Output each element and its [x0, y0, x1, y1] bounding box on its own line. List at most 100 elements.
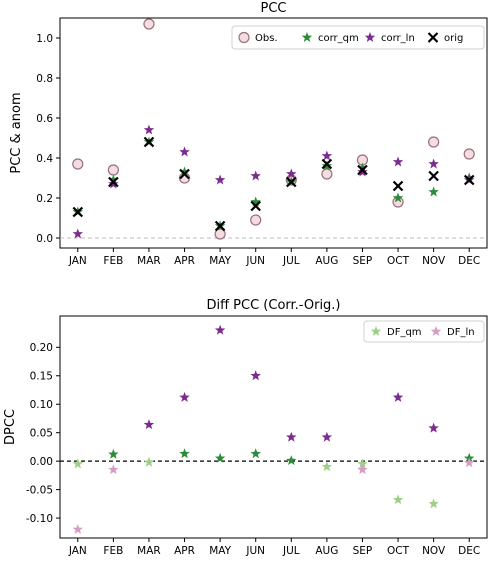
point-corr-ln-jul [286, 168, 297, 179]
y-tick-label: 0.2 [36, 193, 53, 205]
point-df-ln-nov [428, 422, 439, 433]
point-corr-ln-mar [143, 124, 155, 135]
point-df-ln-jun-shape [250, 370, 261, 381]
point-corr-ln-jan-shape [72, 228, 84, 239]
point-corr-ln-oct [392, 156, 404, 167]
chart-panel-1: PCC PCC & anom 0.0 0.2 0.4 0.6 0.8 1.0 JAN FEB MAR… [9, 1, 488, 267]
legend-marker-shape [370, 326, 382, 336]
point-df-qm-jun [250, 448, 261, 459]
point-df-ln-may [214, 324, 226, 335]
legend-marker-shape [301, 32, 313, 42]
y-tick-label: -0.10 [26, 513, 53, 525]
point-df-ln-dec [463, 457, 475, 468]
point-orig-dec [463, 174, 475, 186]
legend-item-orig: orig [427, 32, 463, 44]
legend: DF_qm DF_ln [370, 326, 475, 338]
legend-label: Obs. [255, 33, 278, 44]
y-tick-label: 0.15 [30, 371, 53, 383]
point-corr-qm-oct-shape [392, 192, 404, 203]
point-corr-qm-oct [392, 192, 404, 203]
legend-label: DF_qm [387, 327, 422, 338]
point-df-ln-mar [143, 419, 155, 430]
point-df-ln-oct [392, 391, 404, 402]
x-tick-label: AUG [315, 545, 338, 557]
legend-marker [301, 32, 313, 42]
point-df-qm-jun-shape [250, 448, 261, 459]
legend: Obs. corr_qm corr_ln orig [238, 31, 463, 44]
point-df-ln-oct-shape [392, 391, 404, 402]
point-df-qm-sep-shape [357, 458, 368, 469]
point-obs--mar [143, 18, 155, 30]
plot-area-frame [59, 315, 488, 539]
point-obs--nov [428, 136, 440, 148]
point-orig-may [214, 220, 226, 232]
legend-label: corr_ln [381, 33, 415, 44]
point-corr-qm-nov [428, 186, 439, 197]
legend-item-df-ln: DF_ln [430, 326, 475, 338]
plot-area-frame [59, 17, 488, 249]
point-obs--may-shape [214, 228, 226, 240]
point-orig-may-stroke-b [214, 220, 226, 232]
point-df-ln-feb [108, 464, 119, 475]
y-tick-label: 1.0 [36, 33, 53, 45]
y-tick-label: 0.6 [36, 113, 53, 125]
point-orig-mar [143, 136, 155, 148]
x-tick-label: MAR [137, 255, 161, 267]
point-df-qm-jul-shape [286, 455, 297, 466]
point-df-ln-mar-shape [143, 419, 155, 430]
legend-label: orig [444, 33, 463, 44]
legend-marker [238, 31, 250, 44]
x-tick-label: NOV [422, 545, 446, 557]
point-corr-qm-apr [179, 166, 190, 177]
x-tick-label: NOV [422, 255, 446, 267]
point-orig-jun [250, 200, 261, 212]
point-df-ln-dec-shape [463, 457, 475, 468]
point-df-qm-may-shape [214, 452, 226, 463]
point-df-ln-apr [179, 391, 190, 402]
legend-item-df-qm: DF_qm [370, 326, 422, 338]
point-df-qm-nov-shape [428, 498, 439, 509]
legend-box [363, 320, 485, 343]
point-corr-ln-oct-shape [392, 156, 404, 167]
point-orig-nov-stroke-b [428, 170, 439, 182]
legend-marker [364, 32, 376, 42]
point-df-ln-feb-shape [108, 464, 119, 475]
point-orig-mar-stroke-b [143, 136, 155, 148]
chart-title: Diff PCC (Corr.-Orig.) [206, 298, 340, 313]
point-obs--may [214, 228, 226, 240]
point-df-ln-jul-shape [286, 431, 297, 442]
point-df-ln-jan-shape [72, 523, 84, 534]
point-orig-aug-stroke-b [321, 158, 333, 170]
point-orig-dec-stroke-b [463, 174, 475, 186]
point-df-ln-jul [286, 431, 297, 442]
point-df-qm-oct [392, 494, 404, 505]
x-tick-label: OCT [387, 545, 410, 557]
point-corr-qm-jun-shape [250, 196, 261, 207]
legend-box [231, 25, 485, 50]
point-orig-jan [72, 206, 84, 218]
point-df-qm-may [214, 452, 226, 463]
x-tick-label: SEP [353, 255, 373, 267]
x-tick-label: AUG [315, 255, 338, 267]
y-tick-label: 0.00 [30, 456, 53, 468]
point-corr-ln-jul-shape [286, 168, 297, 179]
point-obs--feb [107, 164, 119, 176]
point-df-qm-aug-shape [321, 461, 333, 472]
x-tick-label: JUL [282, 545, 300, 557]
point-corr-ln-aug [321, 150, 333, 161]
point-orig-nov [428, 170, 439, 182]
point-obs--dec [463, 148, 475, 160]
point-df-qm-jan [72, 458, 84, 469]
point-df-qm-aug [321, 461, 333, 472]
point-corr-ln-jun [250, 170, 261, 181]
point-obs--jun-shape [250, 214, 262, 226]
point-df-ln-jan [72, 523, 84, 534]
x-tick-label: JAN [68, 545, 87, 557]
legend-item-obs-: Obs. [238, 31, 278, 44]
y-tick-label: -0.05 [26, 484, 53, 496]
point-corr-ln-nov-shape [428, 158, 439, 169]
point-corr-ln-may-shape [214, 174, 226, 185]
point-obs--dec-shape [463, 148, 475, 160]
point-orig-jul [286, 176, 297, 188]
point-df-qm-feb-shape [108, 448, 119, 459]
